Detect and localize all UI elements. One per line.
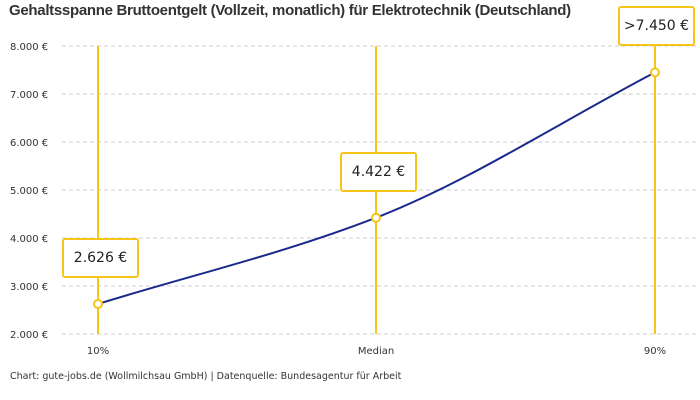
data-point — [371, 212, 381, 223]
x-tick-label: Median — [358, 346, 394, 357]
data-label-10: 2.626 € — [62, 238, 139, 278]
y-tick-label: 2.000 € — [10, 330, 48, 341]
chart-source-footer: Chart: gute-jobs.de (Wollmilchsau GmbH) … — [10, 371, 402, 382]
data-point — [93, 298, 103, 309]
data-label-median: 4.422 € — [340, 152, 417, 192]
y-tick-label: 8.000 € — [10, 42, 48, 53]
y-tick-label: 3.000 € — [10, 282, 48, 293]
y-tick-label: 4.000 € — [10, 234, 48, 245]
data-label-90: >7.450 € — [618, 6, 695, 46]
y-tick-label: 7.000 € — [10, 90, 48, 101]
x-tick-label: 10% — [87, 346, 109, 357]
x-tick-label: 90% — [644, 346, 666, 357]
y-tick-label: 6.000 € — [10, 138, 48, 149]
y-tick-label: 5.000 € — [10, 186, 48, 197]
chart-title: Gehaltsspanne Bruttoentgelt (Vollzeit, m… — [9, 2, 571, 19]
data-point — [650, 67, 660, 78]
